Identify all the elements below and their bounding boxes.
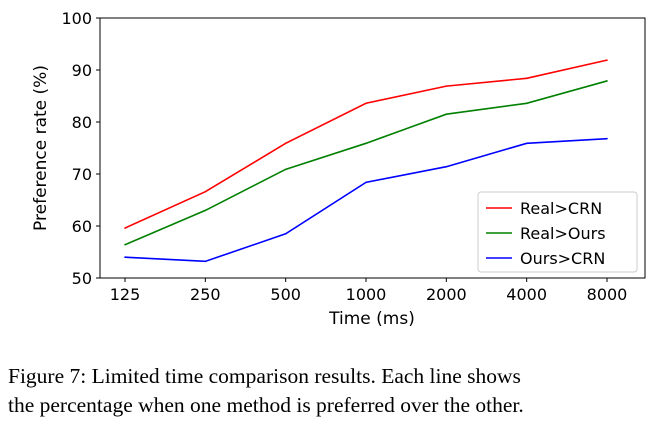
y-axis-label: Preference rate (%) xyxy=(31,65,51,231)
data-point xyxy=(445,85,448,87)
y-tick-label: 60 xyxy=(72,217,92,236)
data-point xyxy=(606,80,608,82)
data-point xyxy=(606,137,608,140)
data-point xyxy=(284,142,287,145)
x-tick-label: 4000 xyxy=(506,285,547,304)
y-tick-label: 70 xyxy=(72,165,92,184)
x-tick-label: 250 xyxy=(190,285,221,304)
legend-label: Ours>CRN xyxy=(520,249,605,268)
plot-frame xyxy=(99,17,646,279)
data-point xyxy=(284,168,287,171)
data-point xyxy=(124,243,126,246)
data-point xyxy=(284,233,287,235)
x-tick-label: 125 xyxy=(110,285,141,304)
data-point xyxy=(204,190,207,193)
data-point xyxy=(525,77,528,80)
data-point xyxy=(606,59,608,61)
y-tick-label: 50 xyxy=(72,269,92,288)
caption-line-1: Figure 7: Limited time comparison result… xyxy=(8,364,521,388)
data-point xyxy=(204,260,207,263)
data-point xyxy=(525,102,528,105)
y-tick-label: 80 xyxy=(72,113,92,132)
legend-box xyxy=(477,191,638,273)
data-point xyxy=(365,181,367,184)
x-tick-label: 500 xyxy=(270,285,301,304)
y-tick-label: 100 xyxy=(61,9,92,28)
legend-label: Real>Ours xyxy=(520,224,606,243)
data-point xyxy=(445,113,448,115)
y-tick-label: 90 xyxy=(72,61,92,80)
x-tick-label: 2000 xyxy=(426,285,467,304)
data-point xyxy=(445,165,448,168)
x-tick-label: 1000 xyxy=(346,285,387,304)
data-point xyxy=(365,102,367,105)
data-point xyxy=(525,142,528,145)
x-tick-label: 8000 xyxy=(587,285,628,304)
data-point xyxy=(204,209,207,212)
legend: Real>CRN Real>Ours Ours>CRN xyxy=(477,191,638,273)
caption-line-2: the percentage when one method is prefer… xyxy=(8,393,524,417)
x-axis-label: Time (ms) xyxy=(328,309,415,329)
data-point xyxy=(124,256,126,259)
line-chart: 50 60 70 80 90 100 125 250 500 1000 2000 4000 8000 T… xyxy=(31,9,646,329)
legend-label: Real>CRN xyxy=(520,199,602,218)
data-point xyxy=(365,142,367,145)
data-point xyxy=(124,227,126,229)
figure-caption: Figure 7: Limited time comparison result… xyxy=(8,362,668,420)
